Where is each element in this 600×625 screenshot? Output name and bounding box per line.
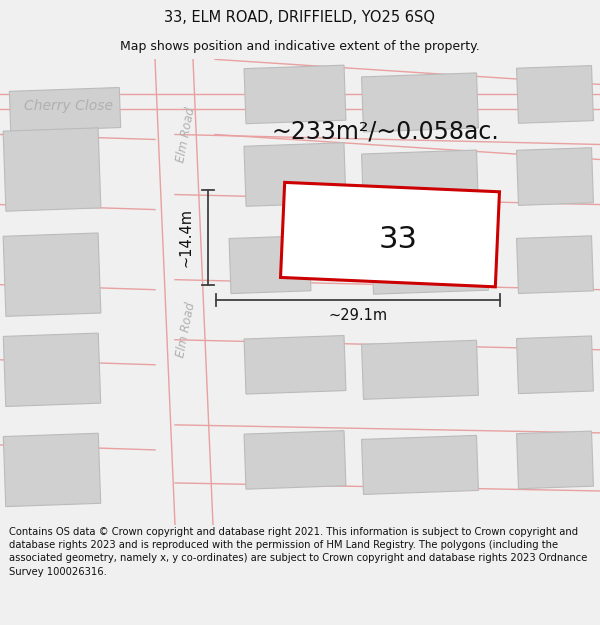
Polygon shape: [517, 236, 593, 294]
Text: ~29.1m: ~29.1m: [328, 308, 388, 323]
Text: ~14.4m: ~14.4m: [179, 208, 193, 267]
Polygon shape: [281, 182, 499, 287]
Polygon shape: [244, 142, 346, 206]
Text: Elm Road: Elm Road: [174, 301, 198, 359]
Polygon shape: [517, 66, 593, 123]
Text: 33: 33: [379, 225, 418, 254]
Polygon shape: [362, 150, 478, 209]
Polygon shape: [10, 88, 121, 131]
Text: 33, ELM ROAD, DRIFFIELD, YO25 6SQ: 33, ELM ROAD, DRIFFIELD, YO25 6SQ: [164, 10, 436, 25]
Polygon shape: [517, 148, 593, 206]
Polygon shape: [362, 340, 478, 399]
Text: Elm Road: Elm Road: [174, 106, 198, 163]
Text: ~233m²/~0.058ac.: ~233m²/~0.058ac.: [271, 119, 499, 144]
Polygon shape: [244, 65, 346, 124]
Polygon shape: [371, 235, 488, 294]
Polygon shape: [229, 236, 311, 294]
Polygon shape: [517, 336, 593, 394]
Polygon shape: [517, 431, 593, 489]
Polygon shape: [244, 431, 346, 489]
Text: Contains OS data © Crown copyright and database right 2021. This information is : Contains OS data © Crown copyright and d…: [9, 527, 587, 576]
Polygon shape: [244, 336, 346, 394]
Polygon shape: [362, 436, 478, 494]
Polygon shape: [4, 433, 101, 507]
Polygon shape: [4, 333, 101, 406]
Text: Cherry Close: Cherry Close: [23, 99, 113, 114]
Polygon shape: [3, 233, 101, 316]
Polygon shape: [362, 73, 478, 132]
Text: Map shows position and indicative extent of the property.: Map shows position and indicative extent…: [120, 40, 480, 52]
Polygon shape: [3, 128, 101, 211]
